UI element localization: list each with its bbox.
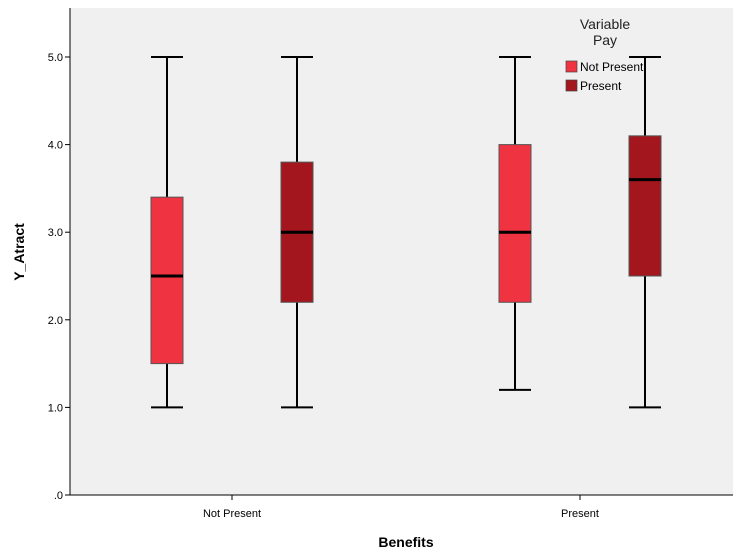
- legend-label-not-present: Not Present: [580, 60, 644, 74]
- y-tick-label: 2.0: [48, 315, 63, 327]
- legend-title-line2: Pay: [593, 32, 617, 48]
- legend-swatch-not-present: [566, 61, 577, 72]
- y-tick-label: 4.0: [48, 140, 63, 152]
- y-tick-label: 3.0: [48, 227, 63, 239]
- x-tick-label: Not Present: [203, 508, 261, 520]
- y-tick-label: 5.0: [48, 52, 63, 64]
- y-axis-ticks: .0 1.0 2.0 3.0 4.0 5.0: [48, 52, 70, 502]
- iqr-box: [499, 145, 531, 303]
- legend-swatch-present: [566, 80, 577, 91]
- y-axis-title: Y_Atract: [11, 223, 27, 281]
- iqr-box: [151, 197, 183, 363]
- x-axis-title: Benefits: [378, 534, 433, 550]
- y-tick-label: 1.0: [48, 402, 63, 414]
- x-axis-ticks: Not Present Present: [203, 495, 599, 520]
- x-tick-label: Present: [561, 508, 599, 520]
- y-tick-label: .0: [54, 490, 63, 502]
- legend-title-line1: Variable: [580, 16, 631, 32]
- legend-label-present: Present: [580, 79, 622, 93]
- iqr-box: [629, 136, 661, 276]
